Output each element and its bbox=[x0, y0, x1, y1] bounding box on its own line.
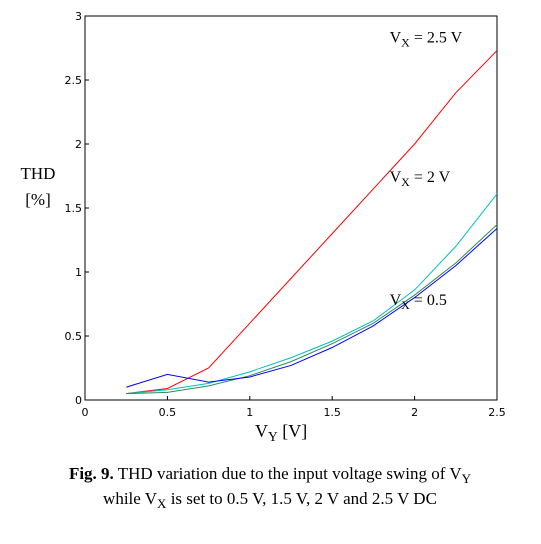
annotation-sub: X bbox=[401, 298, 410, 312]
x-axis-label-rest: [V] bbox=[278, 421, 308, 441]
annotation-main: V bbox=[390, 292, 402, 309]
annotation-sub: X bbox=[401, 36, 410, 50]
caption: while VX is set to 0.5 V, 1.5 V, 2 V and… bbox=[103, 489, 437, 511]
y-tick-label: 2 bbox=[75, 138, 82, 151]
caption-part: X bbox=[157, 496, 167, 511]
series-line bbox=[126, 224, 498, 395]
series-line bbox=[126, 228, 498, 388]
x-tick-label: 2.5 bbox=[488, 406, 506, 419]
annotation: VX = 2 V bbox=[390, 169, 451, 189]
series-line bbox=[126, 50, 498, 395]
annotation-main: V bbox=[390, 169, 402, 186]
x-axis-label-main: V bbox=[255, 421, 268, 441]
caption: Fig. 9. THD variation due to the input v… bbox=[69, 464, 472, 486]
plot-frame bbox=[84, 15, 498, 401]
annotation: VX = 2.5 V bbox=[390, 30, 463, 50]
annotation-rest: = 2.5 V bbox=[410, 30, 463, 47]
x-axis-label: VY [V] bbox=[255, 421, 307, 444]
y-axis-label: [%] bbox=[25, 190, 50, 209]
y-tick-label: 0.5 bbox=[65, 330, 83, 343]
series-line bbox=[126, 193, 498, 395]
y-tick-label: 2.5 bbox=[65, 74, 83, 87]
x-tick-label: 2 bbox=[411, 406, 418, 419]
x-axis-label-sub: Y bbox=[268, 429, 278, 444]
y-tick-label: 0 bbox=[75, 394, 82, 407]
caption-part: Fig. 9. bbox=[69, 464, 114, 483]
y-tick-label: 3 bbox=[75, 10, 82, 23]
annotation-rest: = 0.5 bbox=[410, 292, 447, 309]
x-tick-label: 0 bbox=[82, 406, 89, 419]
annotation-rest: = 2 V bbox=[410, 169, 451, 186]
x-tick-label: 1 bbox=[246, 406, 253, 419]
x-tick-label: 0.5 bbox=[159, 406, 177, 419]
annotation-main: V bbox=[390, 30, 402, 47]
caption-part: is set to 0.5 V, 1.5 V, 2 V and 2.5 V DC bbox=[166, 489, 437, 508]
annotation-sub: X bbox=[401, 175, 410, 189]
caption-part: THD variation due to the input voltage s… bbox=[114, 464, 463, 483]
caption-part: while V bbox=[103, 489, 158, 508]
caption-part: Y bbox=[462, 471, 472, 486]
x-tick-label: 1.5 bbox=[323, 406, 341, 419]
y-tick-label: 1.5 bbox=[65, 202, 83, 215]
y-axis-label: THD bbox=[21, 164, 56, 183]
y-tick-label: 1 bbox=[75, 266, 82, 279]
annotation: VX = 0.5 bbox=[390, 292, 447, 312]
